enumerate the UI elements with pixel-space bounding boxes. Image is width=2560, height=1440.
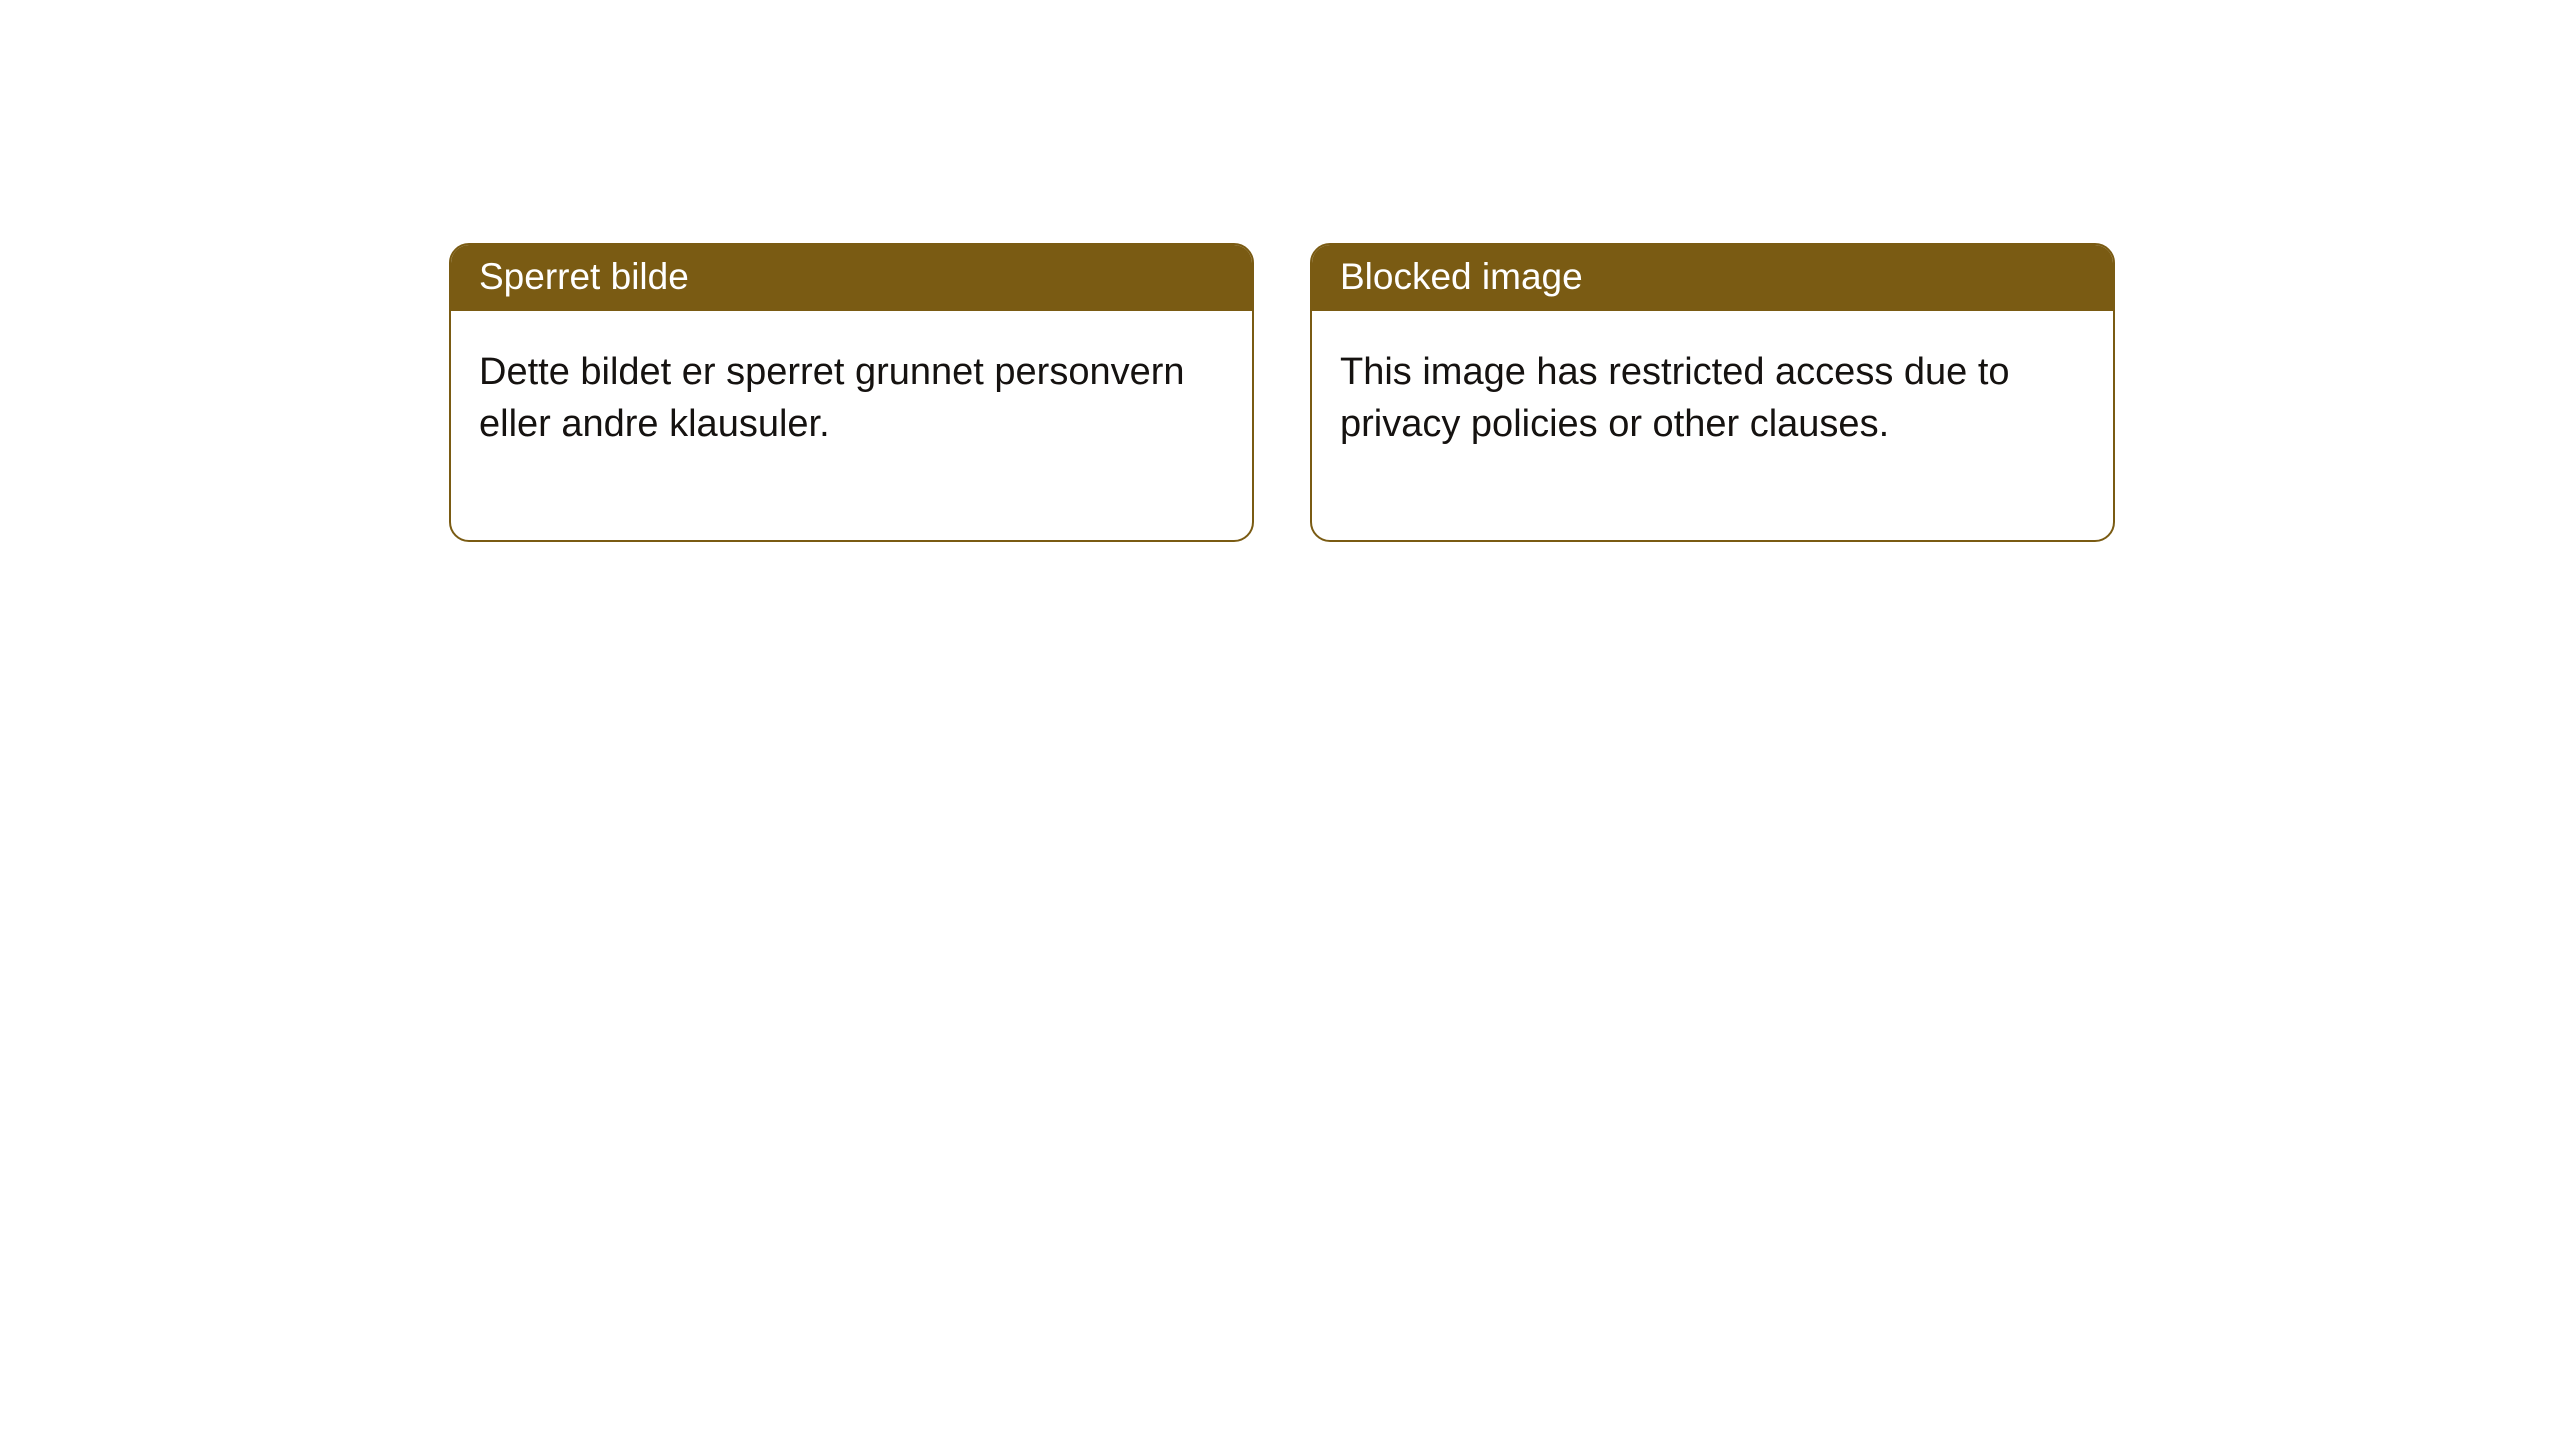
blocked-image-card-en: Blocked image This image has restricted … [1310,243,2115,542]
blocked-image-card-no: Sperret bilde Dette bildet er sperret gr… [449,243,1254,542]
card-body-en: This image has restricted access due to … [1312,311,2113,540]
card-header-no: Sperret bilde [451,245,1252,311]
card-header-en: Blocked image [1312,245,2113,311]
card-body-no: Dette bildet er sperret grunnet personve… [451,311,1252,540]
notice-container: Sperret bilde Dette bildet er sperret gr… [0,0,2560,542]
